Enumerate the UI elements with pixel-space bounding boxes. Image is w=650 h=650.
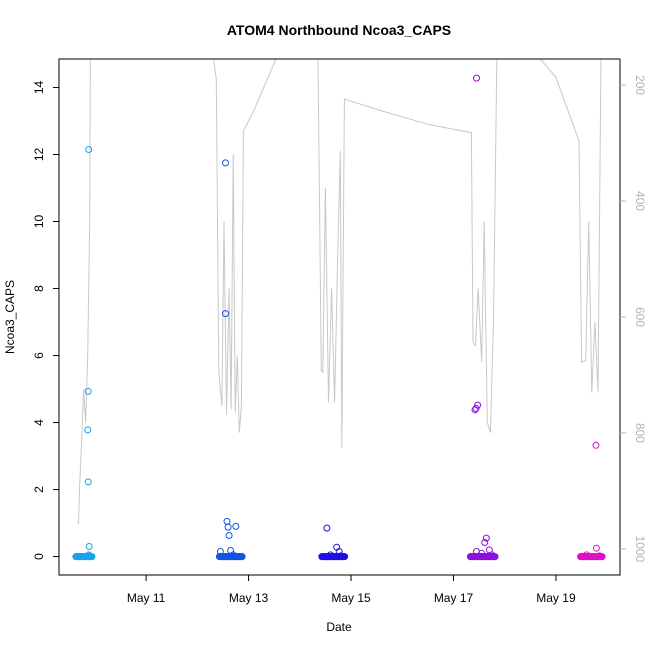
x-tick-label: May 19	[536, 591, 576, 605]
scatter-point	[482, 534, 490, 542]
scatter-point	[85, 146, 93, 153]
series-2	[215, 159, 246, 561]
depth-trace-layer	[76, 59, 602, 524]
x-tick-label: May 15	[331, 591, 371, 605]
scatter-point	[596, 552, 603, 560]
scatter-point	[335, 548, 343, 555]
scatter-point	[85, 551, 93, 559]
x-axis: May 11 May 13 May 15 May 17 May 19	[127, 575, 576, 605]
series-1	[72, 146, 96, 561]
x-tick-label: May 17	[434, 591, 474, 605]
x-axis-label: Date	[326, 620, 352, 634]
plot-frame	[58, 58, 621, 576]
y-tick-label: 12	[32, 147, 46, 161]
scatter-points-layer	[72, 74, 606, 561]
scatter-point	[341, 553, 349, 561]
y-axis-label: Ncoa3_CAPS	[3, 280, 17, 354]
scatter-point	[229, 551, 237, 559]
y2-tick-label: 600	[633, 307, 647, 327]
scatter-point	[592, 544, 600, 552]
scatter-point	[222, 159, 229, 167]
scatter-point	[323, 524, 331, 532]
scatter-point	[583, 551, 591, 559]
y-tick-label: 2	[32, 486, 46, 493]
y2-tick-label: 1000	[633, 536, 647, 563]
y-tick-label: 6	[32, 352, 46, 359]
y-tick-label: 0	[32, 553, 46, 560]
scatter-point	[472, 405, 480, 412]
scatter-point	[84, 387, 92, 395]
scatter-point	[238, 553, 246, 561]
y-tick-label: 10	[32, 215, 46, 229]
scatter-point	[592, 441, 600, 449]
scatter-point	[84, 478, 92, 486]
scatter-point	[478, 549, 486, 557]
scatter-point	[327, 551, 334, 559]
series-3	[318, 524, 349, 561]
scatter-point	[223, 517, 231, 525]
series-4	[466, 74, 499, 561]
y-axis: 0 2 4 6 8 10 12 14	[32, 80, 59, 560]
chart-title: ATOM4 Northbound Ncoa3_CAPS	[227, 22, 451, 38]
scatter-point	[225, 532, 233, 539]
x-tick-label: May 13	[229, 591, 269, 605]
scatter-point	[232, 522, 240, 530]
x-tick-label: May 11	[127, 591, 166, 605]
scatter-point	[488, 551, 496, 559]
y-tick-label: 8	[32, 285, 46, 292]
scatter-point	[471, 406, 479, 414]
scatter-point	[473, 74, 480, 82]
scatter-point	[216, 548, 224, 555]
scatter-point	[86, 552, 94, 560]
series-5	[577, 441, 606, 561]
y-tick-label: 14	[32, 80, 46, 94]
y2-axis-depth: 200 400 600 800 1000	[620, 75, 647, 563]
scatter-point	[85, 543, 93, 550]
y2-tick-label: 800	[633, 423, 647, 443]
scatter-point	[84, 426, 92, 434]
y-tick-label: 4	[32, 419, 46, 426]
y2-tick-label: 200	[633, 75, 647, 95]
scatter-point	[337, 552, 345, 560]
scatter-point	[222, 310, 229, 318]
y2-tick-label: 400	[633, 191, 647, 211]
depth-trace-line	[76, 59, 602, 524]
scatter-point	[224, 523, 232, 531]
scatter-point	[481, 539, 489, 546]
